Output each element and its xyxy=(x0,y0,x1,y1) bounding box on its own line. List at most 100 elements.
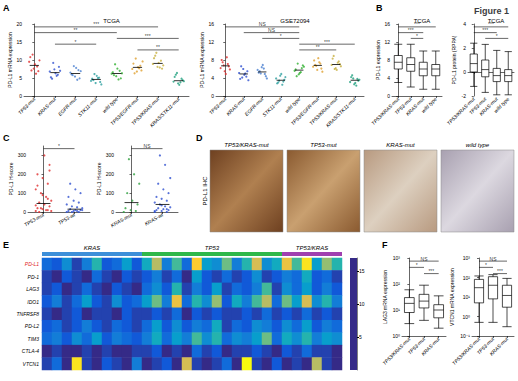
svg-text:KRAS-mut: KRAS-mut xyxy=(386,142,415,148)
svg-text:TP53-mut: TP53-mut xyxy=(23,211,45,227)
svg-text:wild type: wild type xyxy=(492,96,510,114)
svg-text:LAG3: LAG3 xyxy=(26,286,39,292)
svg-text:100: 100 xyxy=(106,190,115,196)
svg-text:4: 4 xyxy=(463,21,466,27)
svg-text:20: 20 xyxy=(16,21,22,27)
svg-text:300: 300 xyxy=(106,152,115,158)
svg-text:***: *** xyxy=(497,268,503,274)
svg-text:10²: 10² xyxy=(463,275,471,281)
svg-text:10⁻¹: 10⁻¹ xyxy=(460,333,470,339)
svg-text:PD-L1 expression: PD-L1 expression xyxy=(375,40,381,80)
svg-text:16: 16 xyxy=(384,21,390,27)
svg-text:5: 5 xyxy=(359,334,362,340)
svg-text:***: *** xyxy=(428,268,434,274)
svg-text:wild type: wild type xyxy=(101,96,119,114)
svg-text:TP53: TP53 xyxy=(205,245,220,251)
svg-text:KRAS-mut: KRAS-mut xyxy=(110,211,134,228)
svg-text:10¹: 10¹ xyxy=(463,294,471,300)
svg-text:F: F xyxy=(382,240,388,250)
svg-text:10²: 10² xyxy=(393,281,401,287)
svg-text:E: E xyxy=(3,240,9,250)
svg-text:15: 15 xyxy=(359,268,365,274)
svg-text:TP53/KRAS: TP53/KRAS xyxy=(296,245,328,251)
svg-text:KRAS: KRAS xyxy=(84,245,100,251)
svg-text:12: 12 xyxy=(384,39,390,45)
svg-text:12: 12 xyxy=(208,39,214,45)
svg-text:KRAS-mut: KRAS-mut xyxy=(36,95,57,116)
svg-text:NS: NS xyxy=(268,27,276,33)
svg-text:TP53-mut: TP53-mut xyxy=(310,142,337,148)
svg-text:TIM3: TIM3 xyxy=(28,336,40,342)
svg-text:10⁰: 10⁰ xyxy=(392,333,400,339)
svg-text:8: 8 xyxy=(211,57,214,63)
svg-text:300: 300 xyxy=(18,152,27,158)
svg-text:KRAS-wt: KRAS-wt xyxy=(143,211,164,227)
svg-text:0: 0 xyxy=(111,209,114,215)
svg-text:TCGA: TCGA xyxy=(488,18,505,24)
svg-text:**: ** xyxy=(156,44,160,50)
svg-text:**: ** xyxy=(316,44,320,50)
svg-text:CTLA-4: CTLA-4 xyxy=(22,348,39,354)
svg-text:PD-L1 H-score: PD-L1 H-score xyxy=(8,162,14,195)
svg-text:15: 15 xyxy=(16,39,22,45)
svg-text:200: 200 xyxy=(18,171,27,177)
svg-text:KRAS/STK11-mut: KRAS/STK11-mut xyxy=(148,95,181,128)
svg-text:PD-1: PD-1 xyxy=(28,274,40,280)
svg-text:*: * xyxy=(496,33,498,39)
svg-text:10: 10 xyxy=(16,57,22,63)
svg-text:**: ** xyxy=(74,27,78,33)
svg-text:IDO1: IDO1 xyxy=(27,299,39,305)
svg-text:NS: NS xyxy=(421,256,429,262)
svg-text:KRAS/STK11-mut: KRAS/STK11-mut xyxy=(324,95,357,128)
svg-text:EGFR-mut: EGFR-mut xyxy=(57,95,79,117)
svg-text:*: * xyxy=(280,33,282,39)
svg-text:PD-L1 IHC: PD-L1 IHC xyxy=(202,176,208,206)
svg-text:PD-L1 mRNA expression: PD-L1 mRNA expression xyxy=(199,32,205,88)
svg-text:C: C xyxy=(3,133,10,143)
svg-text:10⁰: 10⁰ xyxy=(462,314,470,320)
svg-text:VTCN1: VTCN1 xyxy=(23,361,40,367)
svg-text:NS: NS xyxy=(490,256,498,262)
svg-text:10³: 10³ xyxy=(463,255,471,261)
svg-text:10³: 10³ xyxy=(393,255,401,261)
svg-text:PD-L2: PD-L2 xyxy=(25,323,39,329)
svg-text:PD-L1 mRNA expression: PD-L1 mRNA expression xyxy=(7,32,13,88)
svg-text:Figure 1: Figure 1 xyxy=(474,6,509,16)
svg-text:wild type: wild type xyxy=(466,142,490,148)
svg-text:PD-L1 protein (RPPA): PD-L1 protein (RPPA) xyxy=(451,35,457,84)
svg-text:*: * xyxy=(58,143,60,149)
svg-text:***: *** xyxy=(482,27,488,33)
svg-text:0: 0 xyxy=(19,93,22,99)
svg-text:TCGA: TCGA xyxy=(103,18,120,24)
svg-text:A: A xyxy=(3,3,10,13)
svg-text:*: * xyxy=(75,39,77,45)
svg-text:GSE72094: GSE72094 xyxy=(280,18,310,24)
svg-text:TNFRSF8: TNFRSF8 xyxy=(17,311,40,317)
svg-text:100: 100 xyxy=(18,190,27,196)
svg-text:wild type: wild type xyxy=(420,96,438,114)
svg-text:STK11-mut: STK11-mut xyxy=(261,95,283,117)
svg-text:***: *** xyxy=(93,21,99,27)
svg-text:TP53-wt: TP53-wt xyxy=(57,211,77,226)
svg-text:10¹: 10¹ xyxy=(393,307,401,313)
svg-text:D: D xyxy=(196,133,203,143)
svg-text:*: * xyxy=(416,262,418,268)
svg-text:***: *** xyxy=(324,39,330,45)
svg-text:0: 0 xyxy=(463,69,466,75)
svg-text:0: 0 xyxy=(387,93,390,99)
svg-text:4: 4 xyxy=(387,75,390,81)
svg-text:***: *** xyxy=(408,27,414,33)
svg-text:200: 200 xyxy=(106,171,115,177)
svg-text:KRAS-mut: KRAS-mut xyxy=(488,335,509,356)
svg-text:5: 5 xyxy=(19,75,22,81)
svg-text:KRAS-mut: KRAS-mut xyxy=(420,335,441,356)
svg-text:PD-L1: PD-L1 xyxy=(25,261,39,267)
svg-text:-2: -2 xyxy=(462,93,467,99)
svg-text:0: 0 xyxy=(211,93,214,99)
svg-text:VTCN1 mRNA expression: VTCN1 mRNA expression xyxy=(449,268,455,326)
svg-text:16: 16 xyxy=(208,21,214,27)
svg-text:PD-L1 H-score: PD-L1 H-score xyxy=(96,162,102,195)
svg-text:0: 0 xyxy=(23,209,26,215)
svg-text:*: * xyxy=(416,33,418,39)
svg-text:4: 4 xyxy=(211,75,214,81)
